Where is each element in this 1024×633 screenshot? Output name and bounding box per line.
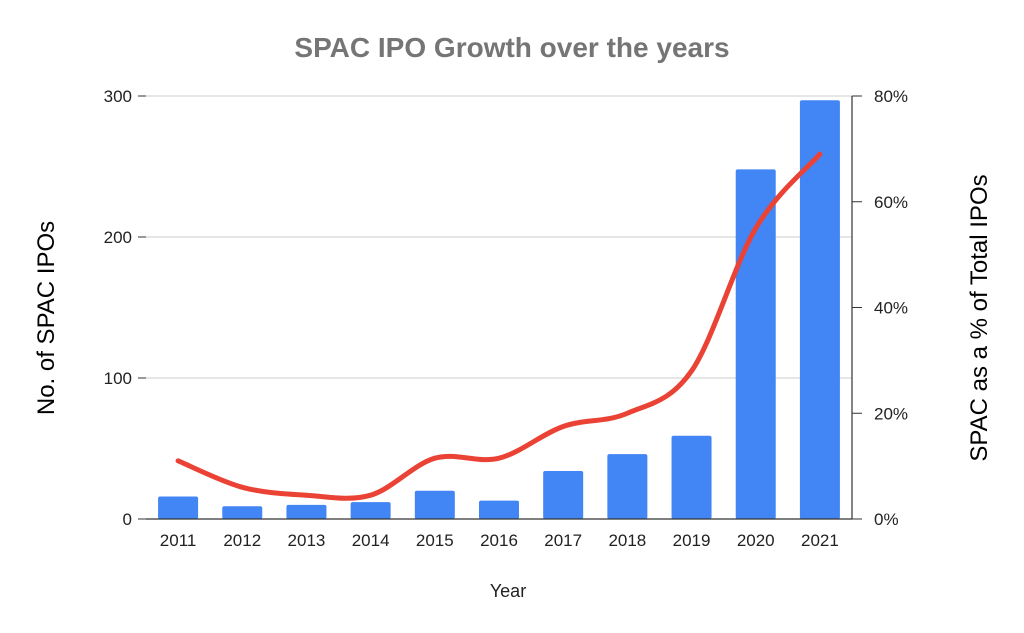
x-tick-label: 2021 [801,531,839,550]
x-tick-label: 2020 [737,531,775,550]
spac-percentage-line [175,151,823,501]
y-tick-label: 0 [123,510,132,529]
tick-labels: 0 100 200 300 0% 20% 40% 60% 80% 2011 2012 2013 2014… [104,87,908,550]
x-tick-label: 2018 [608,531,646,550]
gridlines [146,95,852,379]
bar-2017 [543,471,584,519]
y2-tick-label: 20% [874,404,908,423]
bar-series [158,100,840,519]
x-tick-label: 2017 [544,531,582,550]
line-series [175,151,823,501]
y-tick-label: 100 [104,369,132,388]
x-tick-label: 2014 [352,531,390,550]
x-tick-label: 2016 [480,531,518,550]
y-tick-label: 200 [104,228,132,247]
bar-2013 [286,504,327,519]
bar-2016 [479,500,519,519]
bar-2020 [735,169,776,519]
y2-tick-label: 40% [874,299,908,318]
x-tick-label: 2013 [288,531,326,550]
bar-2021 [799,100,840,519]
axes [138,95,862,520]
bar-2012 [222,506,263,519]
y2-tick-label: 60% [874,193,908,212]
x-axis-title: Year [490,581,526,601]
bar-2014 [350,502,391,519]
x-tick-label: 2011 [160,531,197,550]
bar-2019 [671,435,712,519]
x-tick-label: 2019 [673,531,711,550]
y2-tick-label: 0% [874,510,899,529]
y-axis-title: No. of SPAC IPOs [33,221,60,415]
x-tick-label: 2015 [416,531,454,550]
y-tick-label: 300 [104,87,132,106]
x-tick-label: 2012 [223,531,261,550]
bar-2018 [607,454,648,519]
y2-axis-title: SPAC as a % of Total IPOs [966,174,993,461]
y2-tick-label: 80% [874,87,908,106]
chart-title: SPAC IPO Growth over the years [294,32,729,63]
bar-2015 [414,490,455,519]
bar-2011 [158,496,199,519]
